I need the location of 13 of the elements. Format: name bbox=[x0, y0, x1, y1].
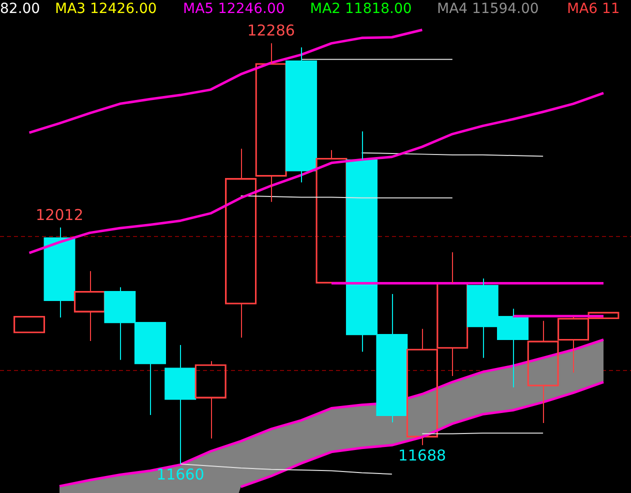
candlestick bbox=[285, 46, 318, 183]
candlestick bbox=[164, 344, 196, 464]
annotation: 12286 bbox=[247, 22, 295, 40]
text: MA5 12246.00 bbox=[183, 1, 285, 17]
text: MA2 11818.00 bbox=[310, 1, 412, 17]
text: MA6 11 bbox=[567, 1, 620, 17]
annotation: 11688 bbox=[398, 446, 446, 465]
candlestick bbox=[44, 226, 76, 318]
text: MA3 12426.00 bbox=[55, 1, 157, 17]
text: 82.00 bbox=[0, 1, 40, 17]
annotation: 11660 bbox=[156, 465, 204, 484]
annotation: 12012 bbox=[36, 206, 84, 224]
text: MA4 11594.00 bbox=[437, 1, 539, 17]
